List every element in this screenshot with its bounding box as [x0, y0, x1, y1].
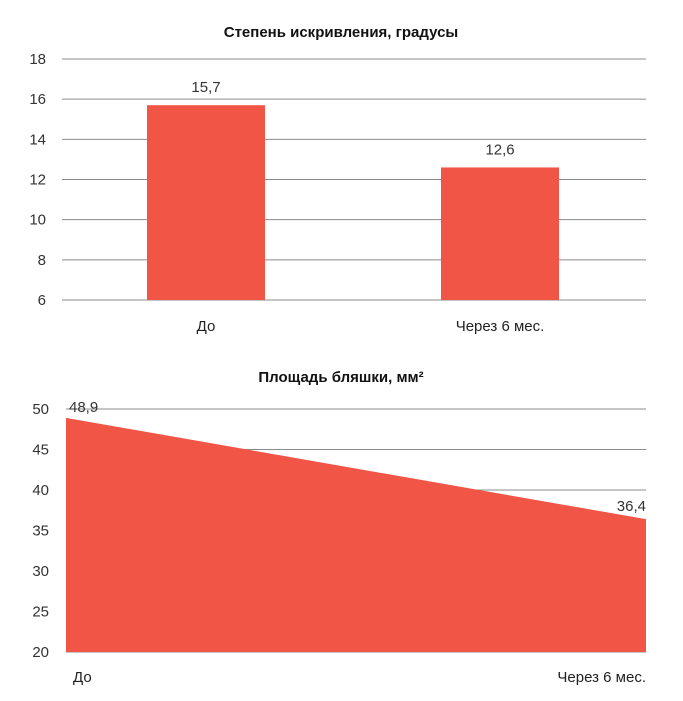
- y-tick-label: 35: [32, 523, 49, 540]
- bar-value-label: 12,6: [485, 141, 514, 158]
- start-value-label: 48,9: [69, 399, 98, 416]
- y-tick-label: 16: [29, 91, 46, 108]
- y-tick-label: 18: [29, 51, 46, 68]
- chart1-data-labels: 15,7 12,6: [191, 79, 514, 158]
- y-tick-label: 6: [38, 292, 46, 309]
- bar-0: [147, 105, 265, 300]
- chart2-x-axis: До Через 6 мес.: [73, 669, 646, 686]
- chart1-title: Степень искривления, градусы: [224, 24, 458, 41]
- bar-1: [441, 167, 559, 300]
- y-tick-label: 10: [29, 212, 46, 229]
- chart2-data-labels: 48,9 36,4: [69, 399, 646, 515]
- y-tick-label: 20: [32, 644, 49, 661]
- chart2-title: Площадь бляшки, мм²: [258, 369, 423, 386]
- x-category-label: Через 6 мес.: [557, 669, 646, 686]
- y-tick-label: 14: [29, 131, 46, 148]
- end-value-label: 36,4: [617, 498, 646, 515]
- y-tick-label: 12: [29, 172, 46, 189]
- area-fill: [66, 417, 646, 652]
- y-tick-label: 50: [32, 401, 49, 418]
- y-tick-label: 30: [32, 563, 49, 580]
- curvature-bar-chart: Степень искривления, градусы 6 8 10 12 14 16 1…: [29, 24, 646, 335]
- chart1-y-axis: 6 8 10 12 14 16 18: [29, 51, 46, 309]
- chart2-area: [66, 417, 646, 652]
- x-category-label: До: [73, 669, 92, 686]
- y-tick-label: 25: [32, 604, 49, 621]
- y-tick-label: 45: [32, 442, 49, 459]
- chart1-bars: [147, 105, 559, 300]
- y-tick-label: 40: [32, 482, 49, 499]
- chart1-x-axis: До Через 6 мес.: [197, 318, 545, 335]
- chart2-y-axis: 20 25 30 35 40 45 50: [32, 401, 49, 661]
- bar-value-label: 15,7: [191, 79, 220, 96]
- plaque-area-chart: Площадь бляшки, мм² 20 25 30 35 40 45 50 48,9 36…: [32, 369, 646, 686]
- x-category-label: До: [197, 318, 216, 335]
- x-category-label: Через 6 мес.: [456, 318, 545, 335]
- y-tick-label: 8: [38, 252, 46, 269]
